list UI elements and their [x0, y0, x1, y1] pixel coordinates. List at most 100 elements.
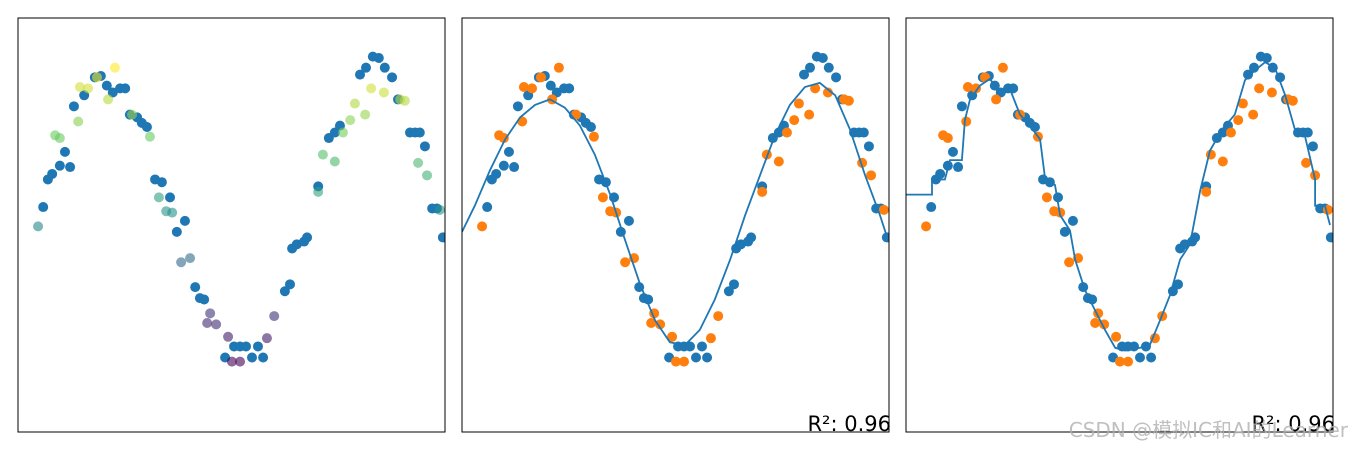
point	[512, 101, 523, 112]
point	[1254, 83, 1265, 94]
point	[1114, 356, 1125, 367]
point	[491, 168, 502, 179]
point	[258, 352, 269, 363]
point	[1307, 141, 1318, 152]
point	[366, 83, 377, 94]
point	[211, 319, 222, 330]
point	[165, 192, 176, 203]
point	[355, 69, 366, 80]
point	[241, 341, 252, 352]
point	[109, 62, 120, 73]
point	[942, 133, 953, 144]
point	[535, 72, 546, 83]
point	[789, 115, 800, 126]
point	[360, 109, 371, 120]
point	[773, 156, 784, 167]
point	[1123, 356, 1134, 367]
point	[1064, 257, 1075, 268]
point	[866, 170, 877, 181]
point	[302, 232, 313, 243]
point	[1261, 53, 1272, 64]
point	[246, 352, 257, 363]
point	[83, 83, 94, 94]
point	[329, 156, 340, 167]
point	[68, 101, 79, 112]
point	[1325, 232, 1333, 243]
point	[509, 162, 520, 173]
point	[349, 98, 360, 109]
point	[773, 127, 784, 138]
point	[804, 109, 815, 120]
point	[482, 202, 493, 213]
point	[205, 308, 216, 319]
point	[1067, 215, 1078, 226]
point	[1008, 83, 1019, 94]
point	[202, 317, 213, 328]
point	[1217, 156, 1228, 167]
point	[373, 53, 384, 64]
point	[176, 257, 187, 268]
point	[956, 101, 967, 112]
point	[757, 186, 768, 197]
point	[337, 127, 348, 138]
point	[690, 352, 701, 363]
point	[781, 127, 792, 138]
point	[793, 98, 804, 109]
point	[1134, 352, 1145, 363]
point	[527, 83, 538, 94]
fit-line	[462, 81, 889, 347]
point	[953, 162, 964, 173]
point	[1287, 95, 1298, 106]
point	[378, 87, 389, 98]
point	[1301, 157, 1312, 168]
point	[921, 221, 932, 232]
point	[723, 286, 734, 297]
point	[805, 62, 816, 73]
point	[477, 221, 488, 232]
point	[185, 253, 196, 264]
point	[127, 109, 138, 120]
point	[1172, 279, 1183, 290]
point	[971, 83, 982, 94]
point	[1248, 109, 1259, 120]
point	[261, 333, 272, 344]
point	[284, 279, 295, 290]
point	[74, 82, 85, 92]
point	[588, 131, 599, 142]
point	[620, 257, 631, 268]
point	[1310, 170, 1321, 181]
point	[199, 294, 210, 305]
point	[223, 331, 234, 342]
point	[437, 232, 445, 243]
point	[702, 352, 713, 363]
point	[33, 221, 44, 232]
point	[503, 146, 514, 157]
point	[171, 226, 182, 237]
point	[317, 149, 328, 160]
point	[1201, 186, 1212, 197]
point	[120, 83, 131, 94]
point	[279, 286, 290, 297]
watermark: CSDN @模拟IC和AI的Learner	[1069, 418, 1349, 442]
point	[713, 311, 724, 322]
point	[144, 131, 155, 142]
point	[54, 133, 65, 144]
point	[823, 62, 834, 73]
point	[179, 215, 190, 226]
point	[667, 331, 678, 342]
point	[498, 160, 509, 171]
point	[329, 127, 340, 138]
point	[1041, 192, 1052, 203]
point	[705, 333, 716, 344]
fit-line	[906, 61, 1331, 352]
point	[1243, 69, 1254, 80]
point	[38, 202, 49, 213]
point	[564, 83, 575, 94]
axes-frame	[461, 17, 890, 433]
point	[962, 82, 973, 92]
point	[817, 53, 828, 64]
point	[728, 279, 739, 290]
point	[361, 62, 372, 73]
point	[947, 146, 958, 157]
